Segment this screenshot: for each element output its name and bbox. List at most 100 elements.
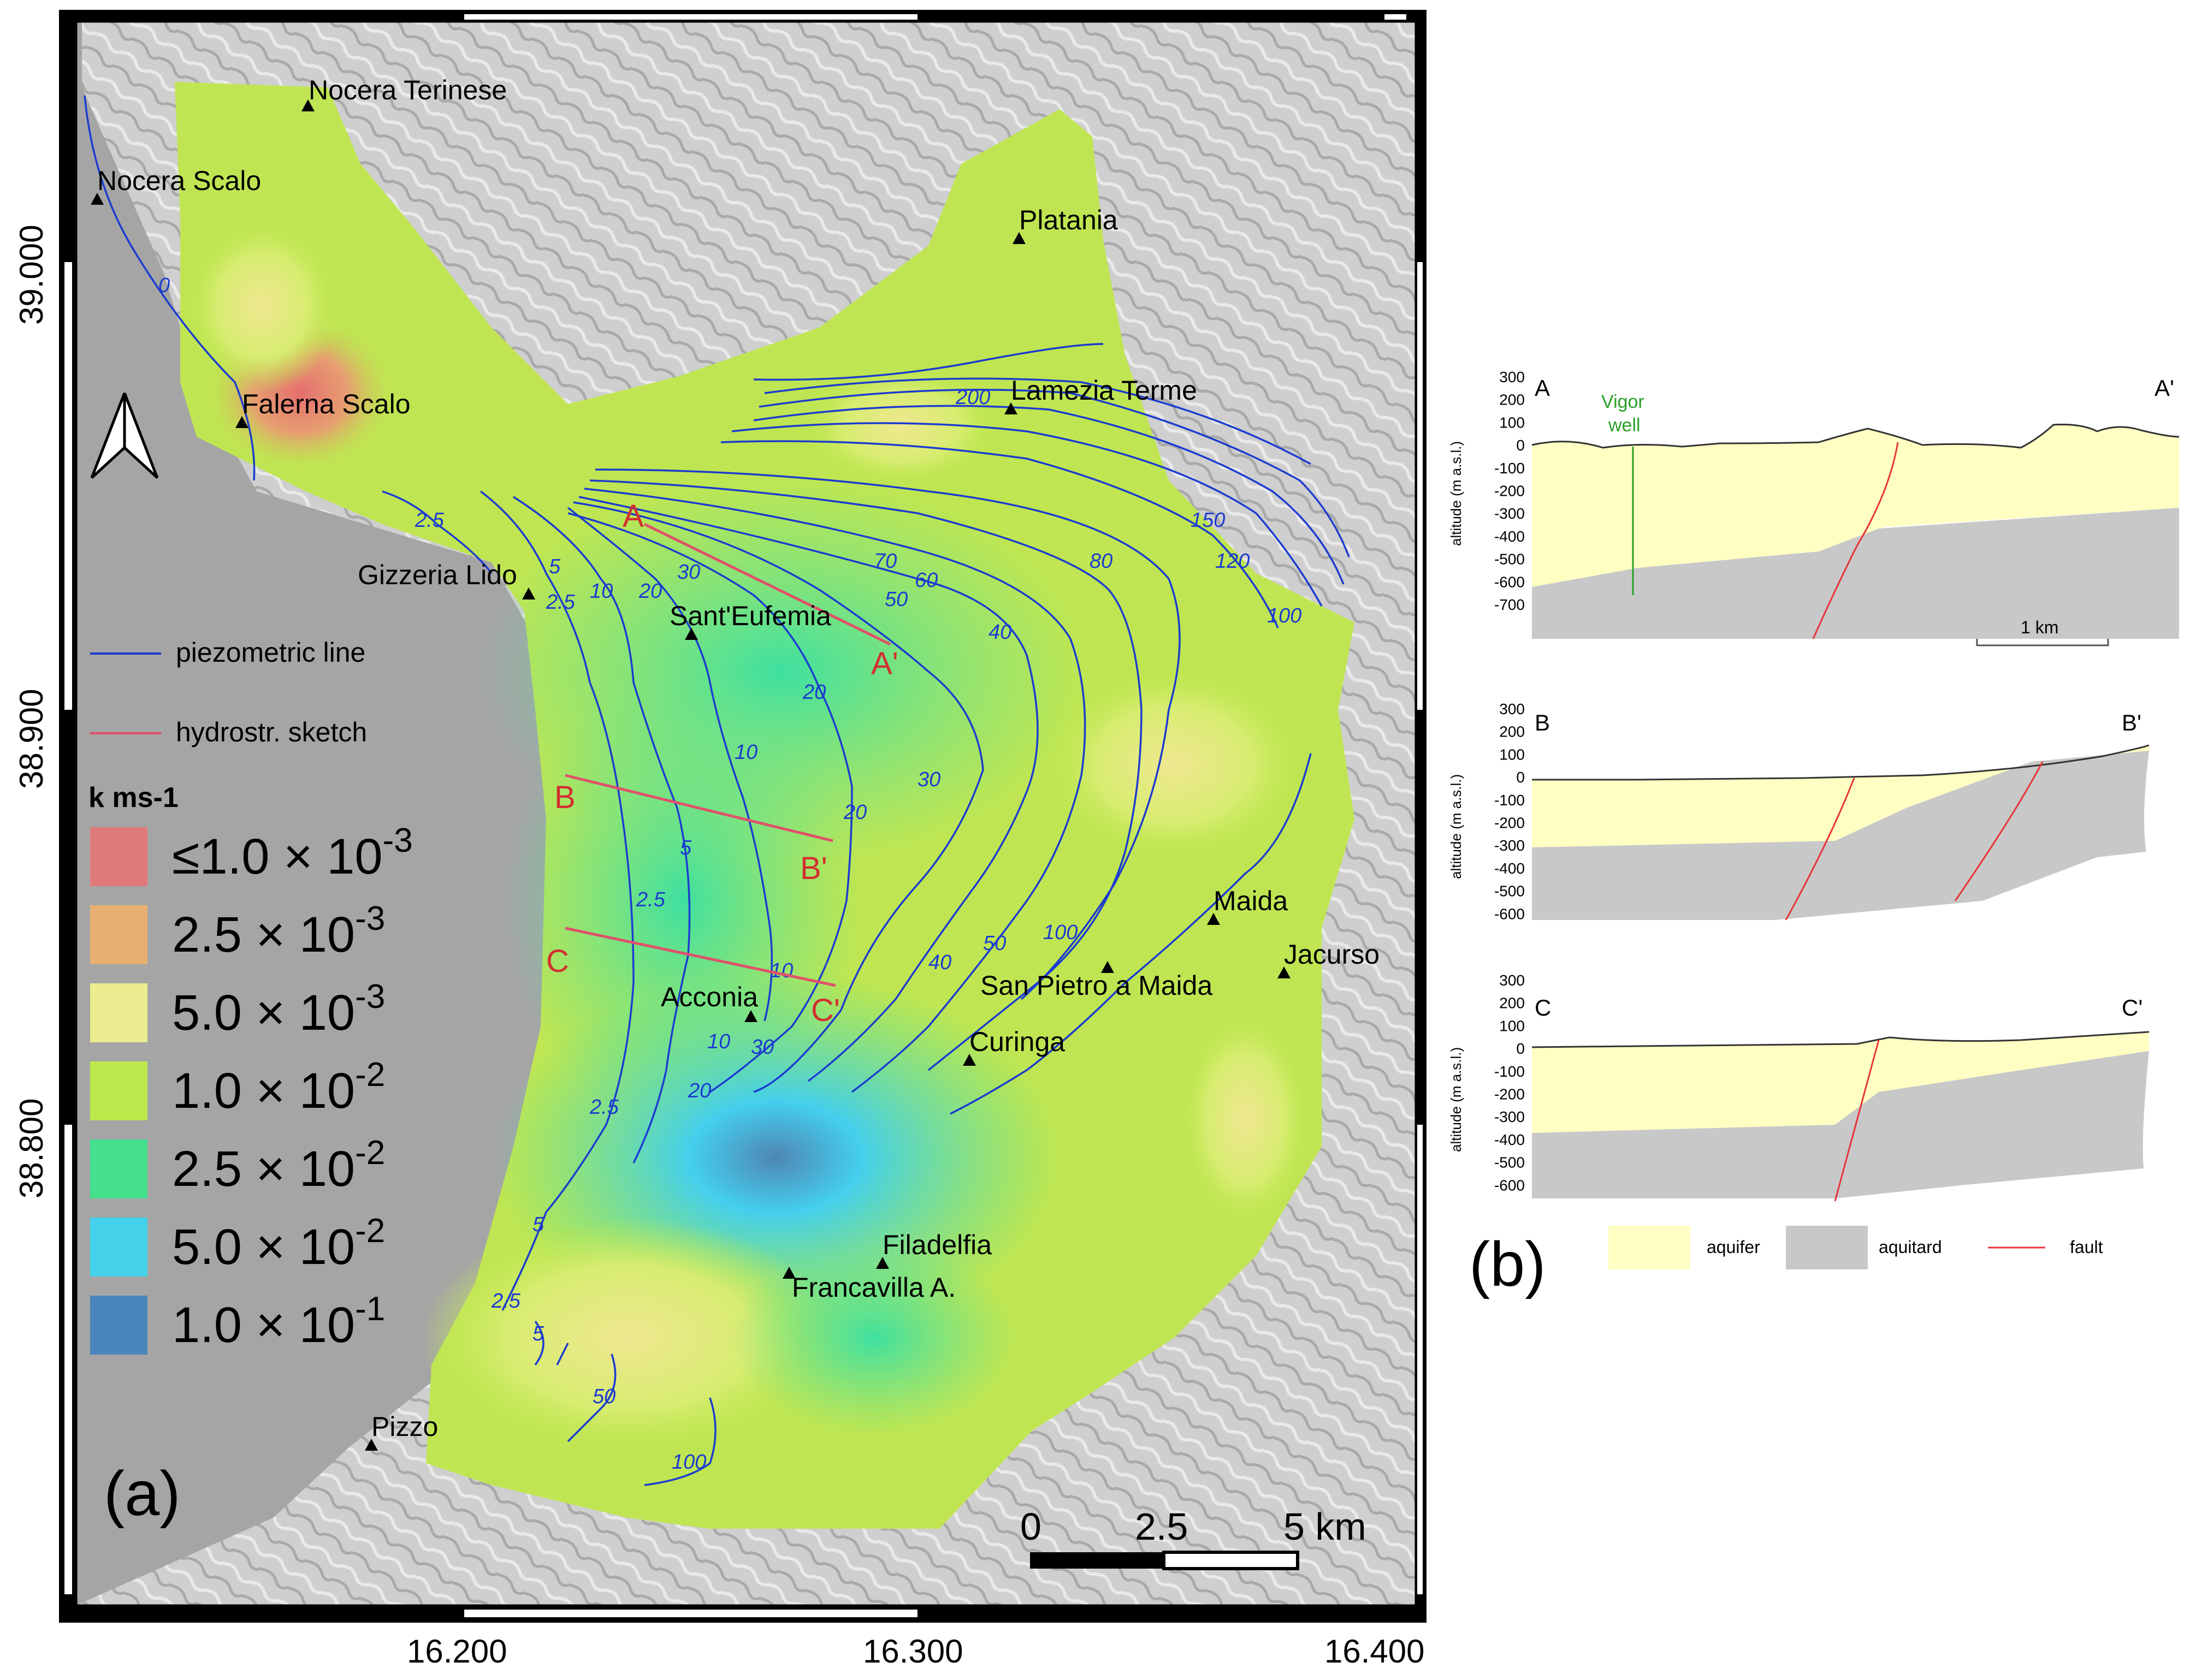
- section-end-label: A': [2154, 375, 2174, 401]
- section-label: A': [871, 646, 898, 681]
- place-curinga: Curinga: [963, 1026, 1065, 1066]
- place-falerna-scalo: Falerna Scalo: [235, 389, 411, 428]
- place-acconia: Acconia: [661, 982, 758, 1022]
- svg-text:Maida: Maida: [1214, 886, 1288, 916]
- y-tick-label: -600: [1494, 1177, 1525, 1194]
- contour-line: [950, 753, 1312, 1115]
- section-a: Vigor well A A' 300 200 100 0 -100 -200 -300 -4…: [1448, 369, 2180, 646]
- svg-text:Filadelfia: Filadelfia: [883, 1230, 992, 1260]
- contour-line: [84, 95, 256, 481]
- y-tick-label: 200: [1499, 723, 1525, 740]
- y-axis-label: altitude (m a.s.l.): [1448, 1047, 1464, 1152]
- map-axes: 16.200 16.300 16.400 39.000 38.900 38.80…: [13, 224, 1425, 1670]
- contour-label: 50: [885, 588, 908, 611]
- y-tick-label: -100: [1494, 460, 1525, 477]
- svg-text:Curinga: Curinga: [969, 1026, 1065, 1057]
- section-label: A: [623, 498, 644, 534]
- k-zone: [732, 1239, 1016, 1436]
- contour-label: 30: [677, 561, 700, 584]
- contour-label: 200: [955, 386, 990, 409]
- legend-k-title: k ms-1: [88, 782, 179, 814]
- scale-label: 0: [1020, 1505, 1041, 1548]
- section-labels: A A' B B' C C': [546, 498, 898, 1028]
- scale-segment: [1162, 1551, 1299, 1570]
- contour-label: 10: [707, 1030, 730, 1053]
- contour-label: 100: [1267, 604, 1301, 627]
- place-filadelfia: Filadelfia: [876, 1230, 992, 1269]
- y-tick-label: -300: [1494, 505, 1525, 522]
- contour-label: 50: [983, 932, 1006, 955]
- section-scale-label: 1 km: [2021, 618, 2058, 637]
- contour-label: 0: [158, 274, 170, 297]
- contour-line: [578, 496, 1039, 1082]
- place-maida: Maida: [1207, 886, 1288, 925]
- section-line-b: [565, 774, 833, 842]
- k-zone: [421, 1218, 836, 1458]
- contour-label: 100: [672, 1451, 706, 1474]
- contour-label: 70: [874, 550, 897, 573]
- y-tick-label: 300: [1499, 701, 1525, 717]
- k-zone: [1043, 666, 1305, 863]
- contour-label: 20: [802, 681, 826, 704]
- y-tick-label: 300: [1499, 369, 1525, 385]
- section-traces: [565, 523, 891, 987]
- y-tick-label: -200: [1494, 815, 1525, 832]
- legend-hydrostr-label: hydrostr. sketch: [176, 717, 367, 747]
- x-tick-label: 16.200: [407, 1633, 507, 1670]
- fault-line: [1785, 777, 1855, 921]
- section-label: B: [554, 780, 576, 815]
- contour-label: 5: [549, 555, 561, 578]
- aquifer-area: [1532, 424, 2179, 587]
- contour-label: 50: [593, 1385, 615, 1408]
- y-tick-label: -500: [1494, 1154, 1525, 1171]
- y-tick-label: 100: [1499, 1017, 1525, 1034]
- contour-label: 60: [915, 569, 938, 592]
- y-tick-label: -400: [1494, 860, 1525, 877]
- contour-label: 30: [751, 1036, 774, 1059]
- y-tick-label: -700: [1494, 596, 1525, 613]
- legend-k-swatch: [90, 905, 147, 964]
- legend-aquifer-label: aquifer: [1707, 1237, 1760, 1257]
- contour-label: 10: [770, 959, 793, 982]
- y-tick-label: -400: [1494, 528, 1525, 545]
- fault-line: [1812, 442, 1899, 639]
- topography-line: [1532, 744, 2150, 781]
- scale-segment: [1030, 1552, 1164, 1569]
- svg-text:Francavilla A.: Francavilla A.: [792, 1272, 956, 1303]
- y-tick-label: -600: [1494, 573, 1525, 590]
- y-tick-label: 38.800: [13, 1098, 50, 1198]
- well-label: well: [1608, 415, 1641, 436]
- y-tick-label: 38.900: [13, 688, 50, 789]
- cross-sections-panel: Vigor well A A' 300 200 100 0 -100 -200 -300 -4…: [1448, 369, 2180, 1299]
- legend-k-swatch: [90, 1218, 147, 1277]
- aquitard-area: [1532, 1051, 2149, 1198]
- contour-line: [382, 490, 493, 574]
- section-y-ticks: 300 200 100 0 -100 -200 -300 -400 -500 -600: [1494, 701, 1525, 922]
- north-arrow-icon: [90, 393, 159, 479]
- contour-label: 2.5: [636, 888, 666, 911]
- svg-text:Sant'Eufemia: Sant'Eufemia: [670, 601, 831, 631]
- contour-label: 40: [989, 621, 1011, 644]
- panel-b-label: (b): [1469, 1230, 1546, 1299]
- legend-k-swatch: [90, 983, 147, 1042]
- contour-line: [759, 389, 1350, 557]
- y-tick-label: -600: [1494, 905, 1525, 922]
- contour-line: [731, 422, 1323, 607]
- section-y-ticks: 300 200 100 0 -100 -200 -300 -400 -500 -600: [1494, 972, 1525, 1194]
- contour-line: [556, 1343, 569, 1366]
- place-pizzo: Pizzo: [365, 1411, 438, 1451]
- section-end-label: B: [1535, 710, 1550, 735]
- contour-line: [595, 468, 1181, 1000]
- contour-line: [644, 1397, 717, 1486]
- place-gizzeria-lido: Gizzeria Lido: [358, 560, 535, 599]
- place-san-pietro-a-maida: San Pietro a Maida: [980, 961, 1212, 1001]
- svg-text:Jacurso: Jacurso: [1284, 939, 1380, 970]
- place-jacurso: Jacurso: [1277, 939, 1380, 978]
- y-tick-label: -100: [1494, 792, 1525, 809]
- topography-line: [1531, 1031, 2150, 1048]
- place-francavilla: Francavilla A.: [783, 1267, 956, 1303]
- section-scale-bar: [1976, 639, 2109, 646]
- svg-text:Gizzeria Lido: Gizzeria Lido: [358, 560, 517, 590]
- contour-line: [567, 512, 853, 1093]
- legend-k-label: 2.5 × 10-3: [172, 900, 385, 963]
